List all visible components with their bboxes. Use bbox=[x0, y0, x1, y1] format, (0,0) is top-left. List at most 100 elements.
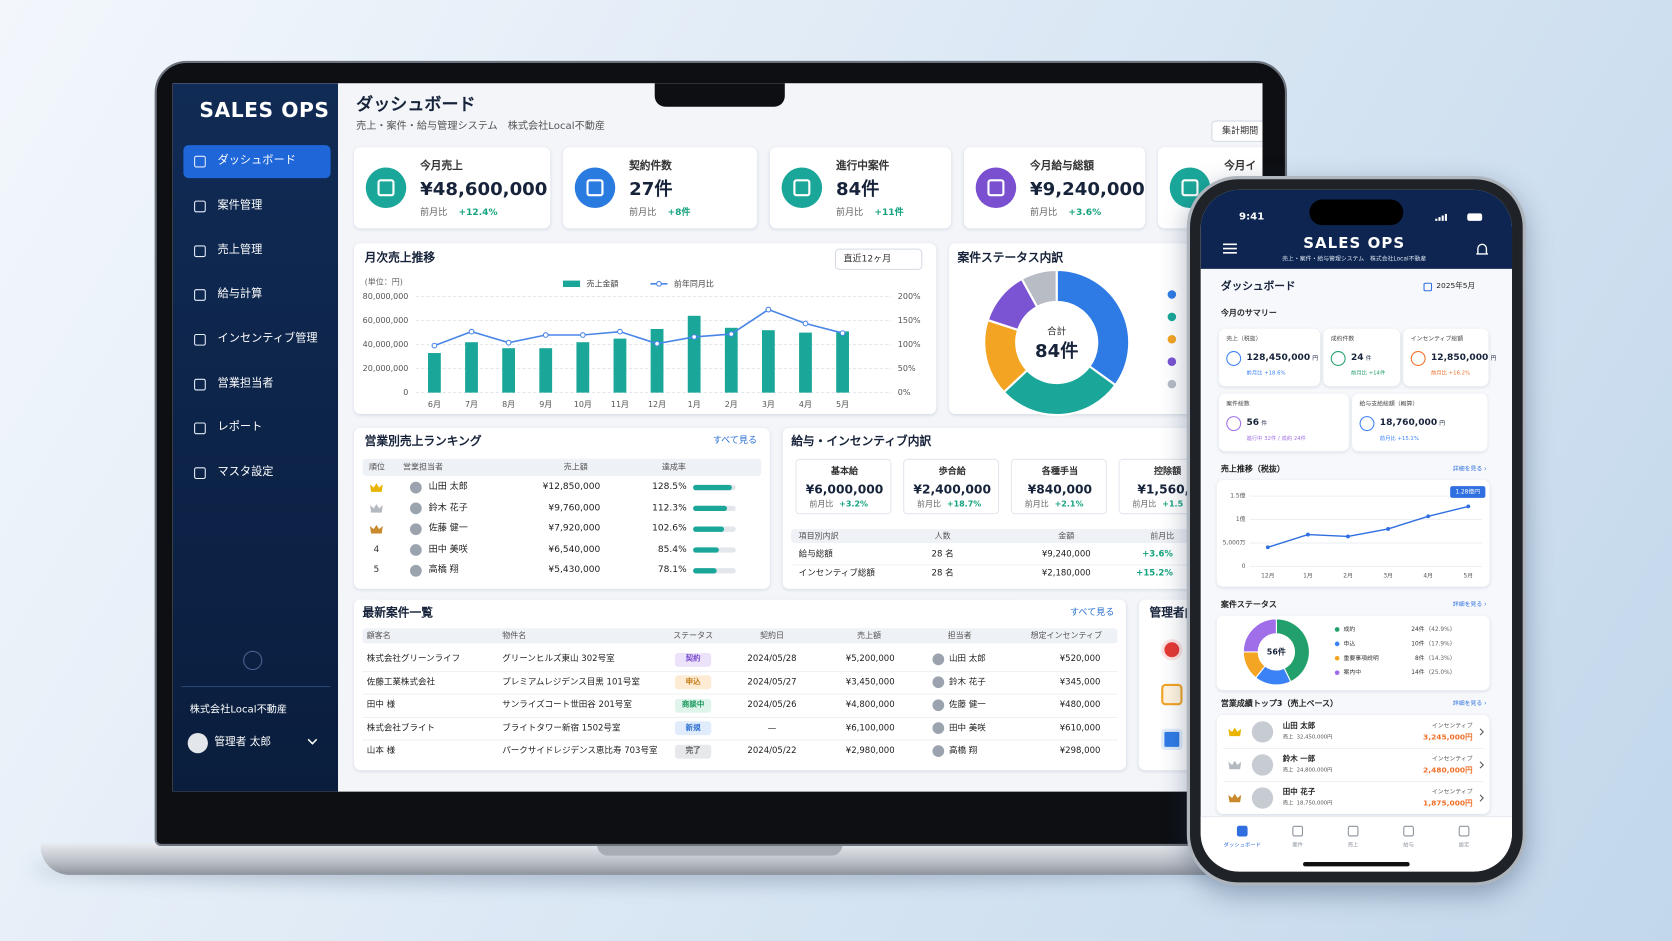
alert-icon bbox=[1161, 639, 1183, 661]
summary-value-row: 56 件 bbox=[1247, 418, 1268, 429]
value-callout bbox=[1450, 486, 1486, 498]
sidebar-divider bbox=[181, 686, 331, 688]
case-cell: 佐藤工業株式会社 bbox=[366, 676, 436, 687]
x-tick-label: 12月 bbox=[1261, 573, 1274, 580]
summary-label: 給与支給総額（概算） bbox=[1359, 401, 1419, 408]
month-selector[interactable]: 2025年5月 bbox=[1436, 281, 1475, 291]
avatar bbox=[1251, 787, 1274, 809]
tab-icon bbox=[1236, 825, 1248, 837]
tab-label[interactable]: 設定 bbox=[1458, 842, 1470, 849]
kpi-value: ¥48,600,000 bbox=[420, 178, 548, 201]
bar bbox=[687, 315, 701, 393]
section-title: 営業成績トップ3（売上ベース） bbox=[1220, 698, 1339, 709]
signal-bar bbox=[1441, 215, 1444, 221]
summary-value-row: 18,760,000 円 bbox=[1380, 418, 1445, 429]
salary-cell: 28 名 bbox=[931, 568, 954, 578]
tab-label[interactable]: ダッシュボード bbox=[1223, 842, 1261, 849]
case-cell: 2024/05/27 bbox=[747, 676, 797, 687]
avatar bbox=[409, 564, 422, 577]
rep-sales: ¥6,540,000 bbox=[548, 543, 601, 555]
detail-link[interactable]: 詳細を見る › bbox=[1452, 466, 1487, 473]
kpi-icon bbox=[365, 167, 407, 209]
laptop-hinge-notch bbox=[597, 842, 843, 856]
avatar bbox=[932, 676, 945, 689]
salary-cell: インセンティブ総額 bbox=[798, 568, 875, 578]
summary-value: 24 bbox=[1351, 352, 1364, 364]
status-badge-label: 契約 bbox=[685, 654, 701, 663]
line-point bbox=[1426, 514, 1431, 519]
period-button-label: 集計期間 bbox=[1221, 126, 1259, 137]
summary-card: 売上（税抜） 128,450,000 円前月比 +18.6% bbox=[1218, 328, 1321, 387]
rate-bar bbox=[693, 568, 717, 574]
line-point bbox=[654, 340, 660, 347]
x-tick-label: 7月 bbox=[465, 400, 478, 409]
nav-item[interactable]: ダッシュボード bbox=[217, 153, 296, 167]
case-cell: 株式会社ブライト bbox=[366, 722, 436, 733]
tab-label[interactable]: 売上 bbox=[1347, 842, 1359, 849]
avatar bbox=[932, 653, 945, 666]
kpi-icon bbox=[781, 167, 823, 209]
incentive-label: インセンティブ bbox=[1431, 756, 1473, 763]
detail-link[interactable]: 詳細を見る › bbox=[1452, 601, 1487, 609]
case-cell: 鈴木 花子 bbox=[949, 676, 986, 687]
tab-label[interactable]: 給与 bbox=[1403, 842, 1414, 849]
legend-dot bbox=[1334, 627, 1340, 632]
rep-name: 田中 花子 bbox=[1282, 787, 1316, 797]
line-point bbox=[839, 330, 846, 336]
legend-dot bbox=[1334, 670, 1340, 676]
kpi-card: 進行中案件 84件 前月比 +11件 bbox=[769, 147, 952, 229]
phone-title: ダッシュボード bbox=[1220, 281, 1296, 293]
see-all-link[interactable]: すべて見る bbox=[1069, 607, 1115, 619]
top3-graphics bbox=[1223, 721, 1484, 809]
sales-line-chart: 0 5,000万 1億 1.5億 12月 1月 2月 3月 4月 5月 1.28億円 bbox=[1223, 486, 1486, 580]
range-dropdown[interactable]: 直近12ヶ月 bbox=[834, 248, 923, 270]
nav-item[interactable]: 案件管理 bbox=[217, 198, 263, 212]
x-tick-label: 5月 bbox=[836, 400, 849, 409]
rep-sales-row: 売上 18,750,000円 bbox=[1283, 801, 1333, 808]
legend-dot bbox=[1167, 290, 1177, 299]
line-point bbox=[802, 320, 809, 327]
nav-item[interactable]: レポート bbox=[217, 420, 263, 434]
chart-title: 案件ステータス内訳 bbox=[957, 250, 1064, 265]
case-cell: ¥3,450,000 bbox=[845, 676, 895, 687]
nav-item[interactable]: マスタ設定 bbox=[217, 465, 274, 479]
legend-dot bbox=[1334, 655, 1340, 661]
company: 株式会社Local不動産 bbox=[189, 703, 287, 716]
period-button[interactable]: 集計期間 bbox=[1211, 120, 1263, 142]
nav-item[interactable]: 売上管理 bbox=[217, 243, 263, 257]
nav-icon bbox=[194, 378, 206, 391]
rep-incentive: 2,480,000円 bbox=[1423, 766, 1473, 775]
collapse-button[interactable] bbox=[243, 650, 263, 671]
rate-bar bbox=[693, 484, 732, 491]
donut-segment bbox=[1055, 268, 1131, 387]
case-cell: ¥5,200,000 bbox=[845, 653, 895, 664]
card-title: 営業別売上ランキング bbox=[364, 434, 482, 449]
see-all-link[interactable]: すべて見る bbox=[712, 435, 758, 447]
rep-sales-row: 売上 24,800,000円 bbox=[1283, 768, 1333, 774]
salary-cell: +3.6% bbox=[1142, 549, 1173, 559]
x-tick-label: 2月 bbox=[1343, 573, 1353, 580]
detail-link[interactable]: 詳細を見る › bbox=[1452, 700, 1487, 708]
rank-crown bbox=[370, 483, 383, 492]
rep-incentive: 1,875,000円 bbox=[1423, 799, 1473, 808]
line-point bbox=[1466, 504, 1471, 509]
kpi-delta: +11件 bbox=[874, 207, 904, 218]
case-cell: 株式会社グリーンライフ bbox=[366, 653, 461, 664]
column-header: 順位 bbox=[368, 461, 385, 472]
status-badge: 商談中 bbox=[674, 698, 712, 713]
column-header: 売上額 bbox=[563, 461, 588, 472]
y2-tick-label: 150% bbox=[898, 316, 921, 325]
status-donut: 成約 24件 (42.9%) 申込 10件 (17.9%) 重要事項説明 8件 (14.3%) 案… bbox=[1242, 618, 1452, 686]
summary-value-row: 128,450,000 円 bbox=[1247, 353, 1319, 363]
avatar bbox=[932, 745, 945, 757]
nav-item[interactable]: インセンティブ管理 bbox=[217, 332, 318, 345]
donut-center-label: 合計 bbox=[1047, 325, 1067, 337]
bar bbox=[465, 342, 478, 393]
case-cell: ¥610,000 bbox=[1059, 722, 1101, 733]
rep-name: 山田 太郎 bbox=[1282, 721, 1316, 730]
nav-item[interactable]: 営業担当者 bbox=[217, 376, 274, 390]
rep-name: 鈴木 一郎 bbox=[1282, 754, 1316, 764]
nav-item[interactable]: 給与計算 bbox=[217, 287, 263, 301]
percent-label: (17.9%) bbox=[1429, 641, 1452, 647]
tab-label[interactable]: 案件 bbox=[1292, 842, 1304, 849]
